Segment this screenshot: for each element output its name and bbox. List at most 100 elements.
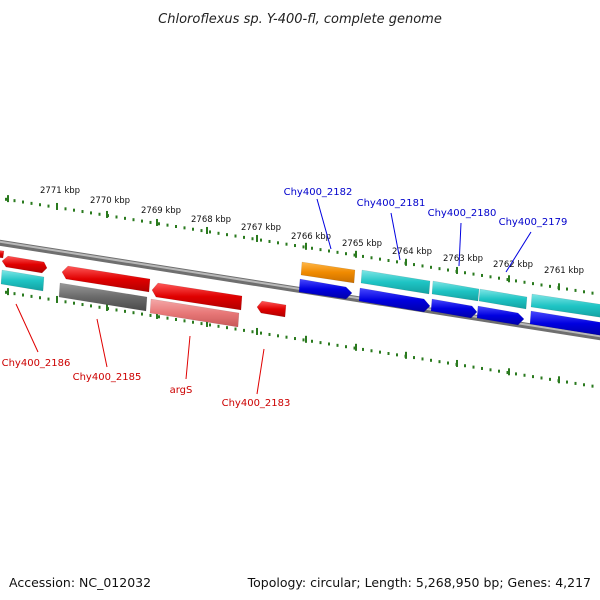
tick-dot — [566, 380, 568, 384]
tick-label: 2768 kbp — [191, 215, 231, 225]
tick-dot — [192, 320, 194, 324]
tick-dot — [447, 361, 449, 365]
gene-labels: Chy400_2182Chy400_2181Chy400_2180Chy400_… — [2, 187, 568, 409]
tick-dot — [506, 371, 509, 375]
tick-dot — [319, 248, 322, 252]
tick-label: 2770 kbp — [90, 196, 130, 206]
tick-dot — [277, 334, 279, 338]
gene-label: Chy400_2185 — [73, 372, 142, 383]
tick-dot — [141, 219, 143, 223]
tick-dot — [175, 318, 177, 321]
tick-dot — [268, 239, 271, 243]
gene-label: Chy400_2182 — [284, 187, 353, 198]
tick-dot — [515, 372, 517, 376]
gene-label: Chy400_2179 — [499, 217, 568, 228]
tick-dot — [574, 288, 577, 292]
tick-ruler — [5, 197, 594, 388]
tick-dot — [132, 218, 135, 222]
gene-arrow-blue — [298, 278, 353, 300]
tick-dot — [243, 235, 245, 239]
accession-text: Accession: NC_012032 — [9, 575, 151, 590]
tick-dot — [217, 231, 220, 235]
tick-dot — [13, 292, 16, 296]
tick-dot — [387, 259, 390, 262]
tick-major-inner — [305, 335, 307, 343]
tick-dot — [166, 223, 169, 227]
tick-dot — [311, 339, 313, 343]
label-leader-line — [15, 303, 39, 353]
tick-dot — [73, 301, 75, 305]
tick-dot — [183, 226, 186, 230]
label-leader-line — [458, 222, 462, 267]
tick-dot — [498, 276, 500, 280]
tick-major-inner — [56, 295, 58, 303]
tick-dot — [319, 341, 322, 345]
tick-dot — [387, 352, 390, 355]
tick-dot — [591, 384, 594, 388]
label-leader-line — [185, 335, 191, 380]
label-leader-line — [96, 318, 108, 368]
tick-dot — [5, 290, 7, 294]
tick-dot — [149, 313, 152, 317]
tick-dot — [413, 263, 415, 267]
tick-label: 2763 kbp — [443, 254, 483, 264]
tick-label: 2767 kbp — [241, 223, 281, 233]
tick-major-inner — [256, 327, 258, 335]
label-leader-line — [390, 212, 401, 261]
tick-dot — [234, 234, 237, 238]
tick-dot — [336, 250, 339, 254]
gene-block-teal — [360, 269, 431, 295]
tick-dot — [523, 373, 526, 377]
tick-dot — [192, 227, 194, 231]
tick-major-outer — [206, 226, 208, 234]
genome-summary-text: Topology: circular; Length: 5,268,950 bp… — [247, 575, 591, 590]
gene-block-grey — [58, 282, 148, 312]
tick-dot — [30, 201, 33, 205]
tick-dot — [583, 383, 585, 387]
tick-dot — [285, 335, 288, 339]
tick-major-outer — [456, 266, 458, 274]
tick-dot — [532, 375, 534, 379]
tick-label: 2762 kbp — [493, 260, 533, 270]
gene-label-leaders — [15, 198, 532, 395]
gene-arrow-blue — [476, 305, 525, 326]
tick-dot — [438, 360, 441, 364]
tick-dot — [489, 368, 492, 372]
tick-dot — [200, 322, 203, 326]
tick-dot — [549, 377, 551, 381]
tick-dot — [158, 222, 160, 226]
tick-dot — [98, 305, 101, 309]
tick-dot — [183, 319, 186, 323]
tick-label: 2764 kbp — [392, 247, 432, 257]
gene-arrow-red — [1, 255, 48, 274]
tick-major-inner — [106, 303, 108, 311]
tick-dot — [345, 345, 347, 349]
label-leader-line — [256, 348, 265, 395]
tick-dot — [22, 200, 24, 204]
tick-dot — [81, 303, 84, 307]
tick-dot — [566, 287, 568, 291]
gene-arrow-blue — [430, 298, 478, 319]
tick-dot — [396, 353, 398, 357]
tick-dot — [226, 326, 228, 330]
tick-dot — [47, 297, 50, 301]
tick-dot — [141, 312, 143, 316]
tick-dot — [39, 296, 41, 300]
tick-dot — [158, 315, 160, 319]
tick-dot — [81, 210, 84, 214]
tick-major-outer — [355, 250, 357, 258]
tick-dot — [370, 256, 373, 260]
tick-dot — [345, 252, 347, 256]
tick-dot — [421, 357, 424, 361]
gene-arrow-red — [151, 282, 243, 311]
tick-major-marks — [7, 195, 560, 384]
tick-label: 2761 kbp — [544, 266, 584, 276]
gene-label: argS — [170, 385, 193, 396]
tick-major-outer — [256, 234, 258, 242]
tick-dot — [260, 238, 262, 242]
tick-dot — [166, 316, 169, 320]
tick-dot — [472, 365, 475, 369]
tick-dot — [217, 324, 220, 328]
tick-label: 2769 kbp — [141, 206, 181, 216]
tick-dot — [13, 199, 16, 203]
